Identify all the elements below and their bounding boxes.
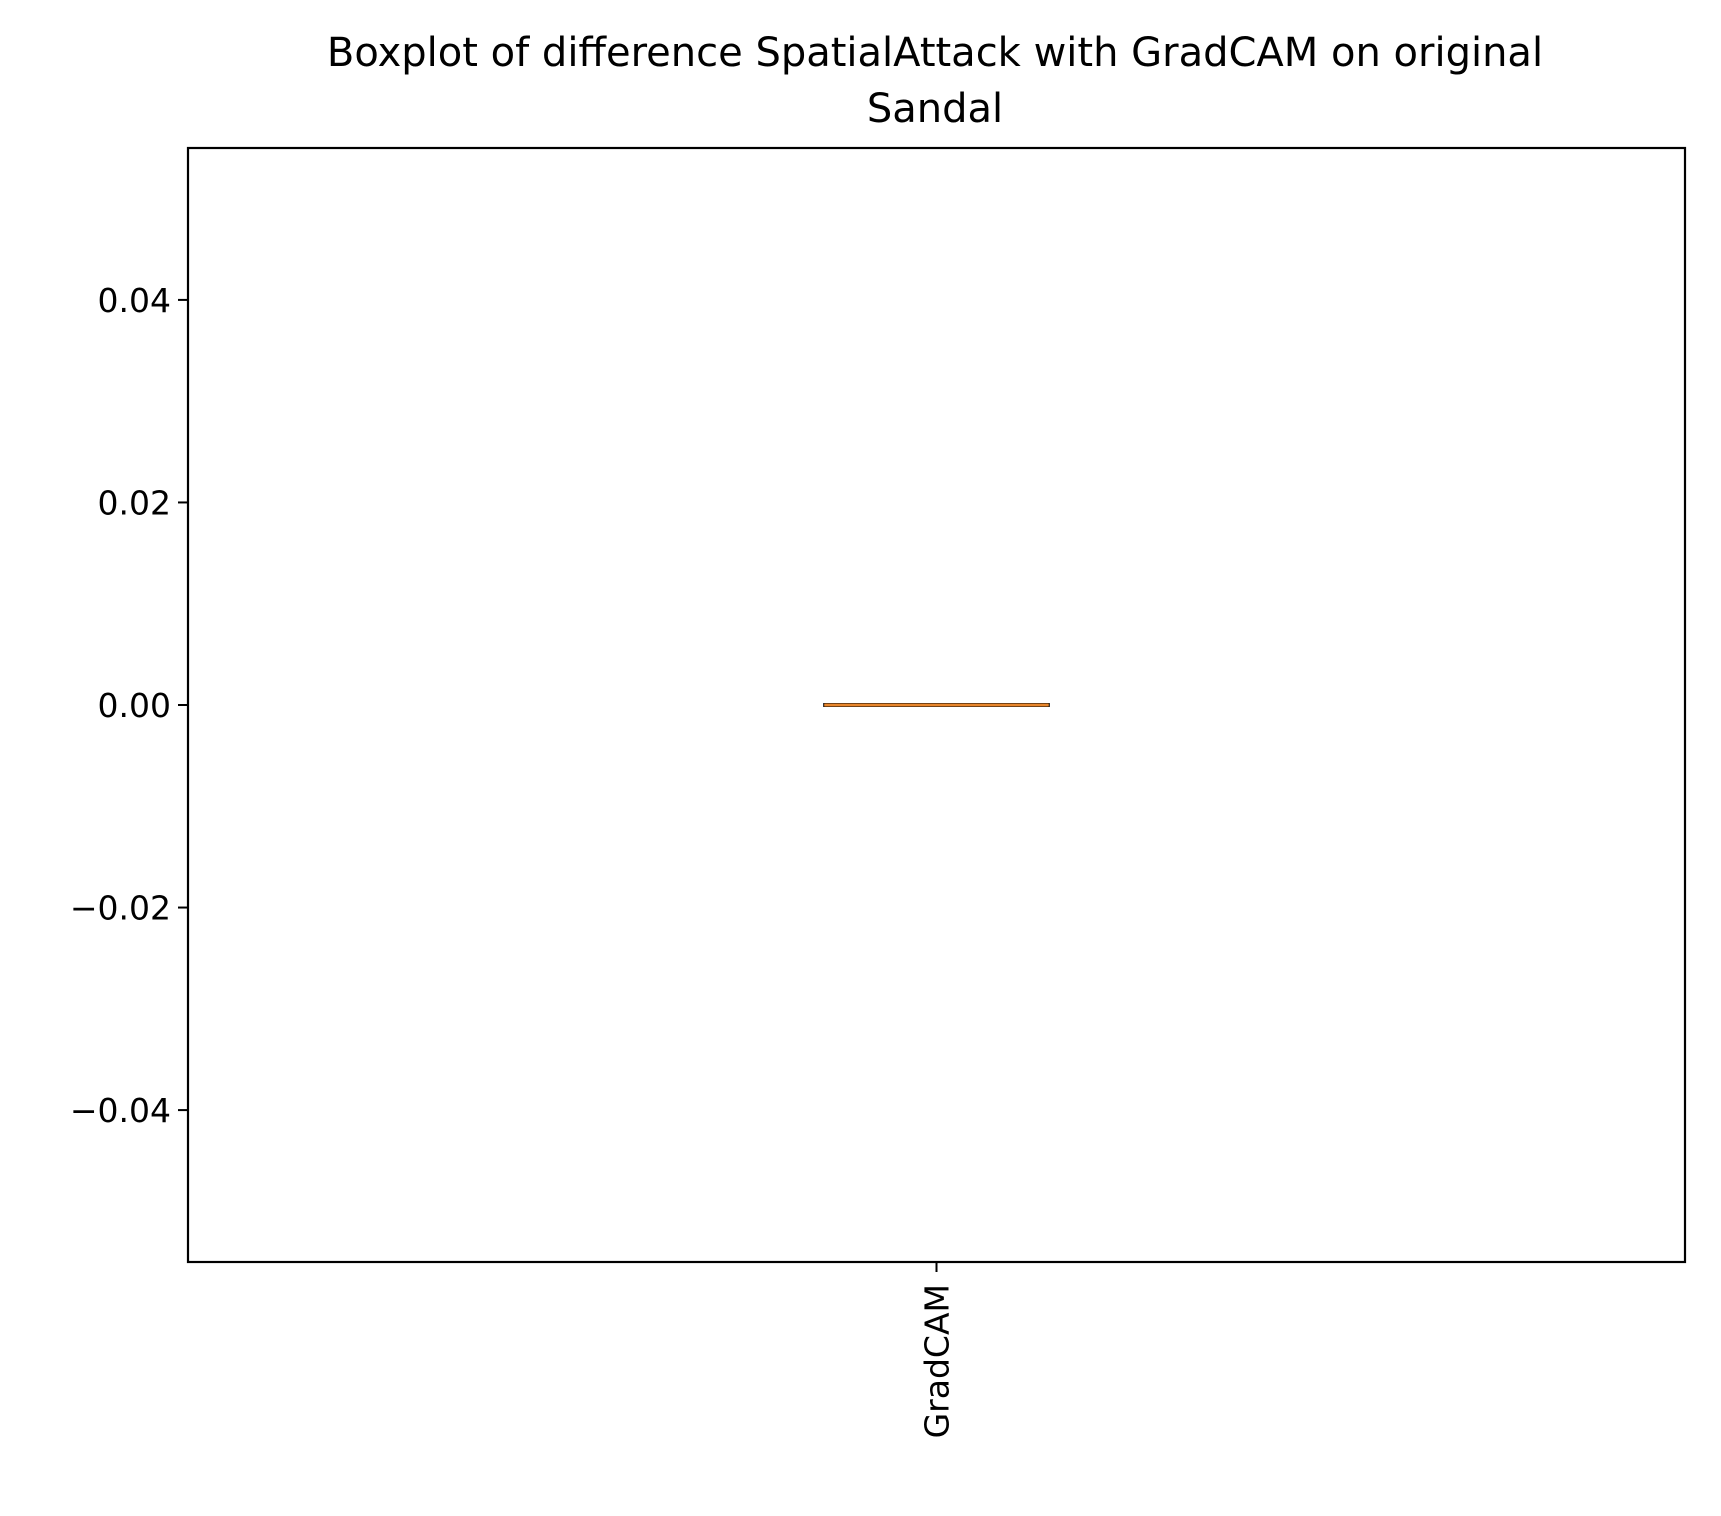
x-tick-label: GradCAM bbox=[918, 1284, 957, 1438]
plot-area bbox=[823, 703, 1050, 707]
chart-title: Boxplot of difference SpatialAttack with… bbox=[327, 30, 1543, 132]
x-axis: GradCAM bbox=[918, 1262, 957, 1438]
y-axis: −0.04 −0.02 0.00 0.02 0.04 bbox=[70, 281, 188, 1130]
y-tick-label: −0.02 bbox=[70, 889, 171, 928]
y-tick-label: 0.00 bbox=[98, 686, 171, 725]
y-tick-label: −0.04 bbox=[70, 1091, 171, 1130]
axes-frame bbox=[186, 146, 1687, 1264]
chart-title-line-2: Sandal bbox=[867, 86, 1003, 132]
y-tick-label: 0.02 bbox=[98, 483, 171, 522]
y-tick-label: 0.04 bbox=[98, 281, 171, 320]
box-group bbox=[823, 703, 1050, 707]
chart-title-line-1: Boxplot of difference SpatialAttack with… bbox=[327, 30, 1543, 76]
